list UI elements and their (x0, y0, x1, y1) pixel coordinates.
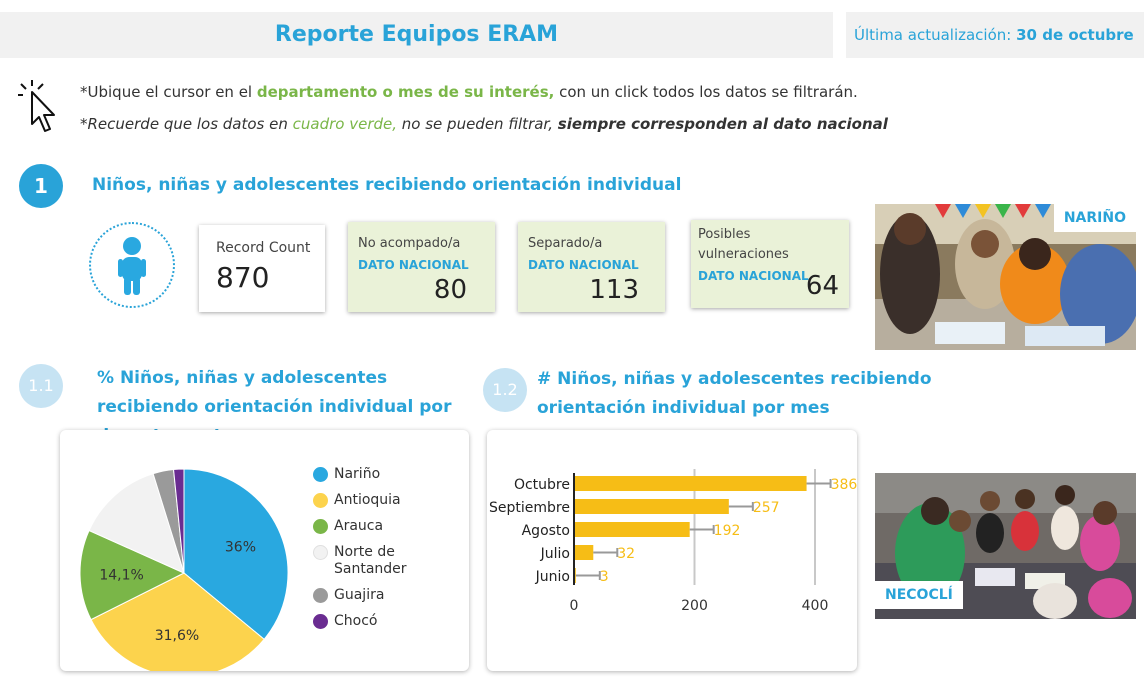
pie-legend: Nariño Antioquia Arauca Norte de Santander Gu… (313, 466, 407, 639)
legend-swatch (313, 588, 328, 603)
vulnerations-card: Posibles vulneraciones DATO NACIONAL 64 (691, 220, 849, 308)
bar-value-label: 386 (831, 477, 857, 493)
record-count-card[interactable]: Record Count 870 (199, 225, 325, 312)
page-title: Reporte Equipos ERAM (274, 22, 559, 47)
pie-slice-arauca[interactable] (79, 529, 186, 621)
last-update-date: 30 de octubre (1016, 26, 1134, 44)
pie-data-label: 31,6% (155, 628, 199, 644)
child-icon (118, 237, 146, 295)
vulnerations-label-line1: Posibles (698, 227, 751, 242)
legend-label: Santander (334, 561, 407, 577)
separated-card: Separado/a DATO NACIONAL 113 (518, 222, 665, 312)
pie-data-label: 14,1% (99, 567, 143, 583)
monthly-bar-chart[interactable]: 0 200 400 386 Octubre 257 Septiembre 192 Agosto 3… (487, 430, 857, 671)
section-1-number: 1 (19, 164, 63, 208)
unaccompanied-value: 80 (433, 275, 467, 305)
photo-narino: NARIÑO (875, 204, 1136, 350)
pie-slice-antioquia[interactable] (90, 572, 265, 671)
pie-data-label: 36% (225, 539, 256, 555)
photo-narino-label: NARIÑO (1053, 204, 1136, 232)
legend-swatch (313, 614, 328, 629)
legend-item[interactable]: Antioquia (313, 492, 407, 509)
section-1-1-number: 1.1 (19, 364, 63, 408)
legend-swatch (313, 493, 328, 508)
vulnerations-value: 64 (805, 271, 839, 301)
last-update-label: Última actualización: (854, 26, 1012, 44)
separated-label: Separado/a (528, 236, 603, 251)
x-tick-label: 400 (802, 598, 829, 614)
legend-label: Antioquia (334, 492, 401, 508)
section-1-2-title: # Niños, niñas y adolescentes recibiendo… (537, 369, 932, 418)
bar-chart-card (487, 430, 857, 671)
department-pie-chart[interactable]: 36% 31,6% 14,1% (60, 430, 480, 671)
national-data-label: DATO NACIONAL (698, 269, 809, 283)
pie-slice-chocó[interactable] (173, 468, 185, 574)
record-count-value: 870 (216, 261, 270, 294)
pie-slice-norte-de-santander[interactable] (88, 473, 185, 574)
separated-value: 113 (589, 275, 639, 305)
legend-item[interactable]: Norte de Santander (313, 544, 407, 578)
legend-label: Arauca (334, 518, 384, 534)
bar-julio[interactable] (574, 545, 594, 560)
bar-value-label: 257 (753, 500, 780, 516)
legend-label: Nariño (334, 466, 381, 482)
y-category-label[interactable]: Junio (535, 569, 570, 585)
x-tick-label: 0 (570, 598, 579, 614)
y-category-label[interactable]: Julio (540, 546, 570, 562)
x-tick-label: 200 (681, 598, 708, 614)
bar-value-label: 192 (714, 523, 741, 539)
child-icon-circle (89, 222, 175, 308)
click-cursor-icon (18, 80, 55, 132)
legend-swatch (313, 519, 328, 534)
instruction-line-1: *Ubique el cursor en el departamento o m… (80, 83, 858, 101)
national-data-label: DATO NACIONAL (528, 258, 639, 272)
y-category-label[interactable]: Agosto (522, 523, 570, 539)
bar-value-label: 32 (617, 546, 635, 562)
national-data-label: DATO NACIONAL (358, 258, 469, 272)
instruction-line-2: *Recuerde que los datos en cuadro verde,… (80, 115, 888, 133)
photo-narino-image (875, 204, 1136, 350)
y-category-label[interactable]: Octubre (514, 477, 570, 493)
photo-necocli-label: NECOCLÍ (875, 581, 963, 609)
legend-swatch (313, 467, 328, 482)
unaccompanied-card: No acompado/a DATO NACIONAL 80 (348, 222, 495, 312)
section-1-title: Niños, niñas y adolescentes recibiendo o… (92, 175, 682, 195)
legend-label: Guajira (334, 587, 385, 603)
section-1-2-number: 1.2 (483, 368, 527, 412)
vulnerations-label-line2: vulneraciones (698, 247, 789, 262)
y-category-label[interactable]: Septiembre (489, 500, 570, 516)
photo-necocli: NECOCLÍ (875, 473, 1136, 619)
legend-item[interactable]: Arauca (313, 518, 407, 535)
legend-label: Norte de (334, 544, 395, 560)
header-bar: Reporte Equipos ERAM (0, 12, 833, 58)
bar-septiembre[interactable] (574, 499, 729, 514)
legend-item[interactable]: Nariño (313, 466, 407, 483)
legend-swatch (313, 545, 328, 560)
legend-item[interactable]: Guajira (313, 587, 407, 604)
pie-slice-nariño[interactable] (183, 468, 289, 640)
legend-label: Chocó (334, 613, 378, 629)
legend-item[interactable]: Chocó (313, 613, 407, 630)
unaccompanied-label: No acompado/a (358, 236, 461, 251)
bar-octubre[interactable] (574, 476, 807, 491)
record-count-label: Record Count (216, 240, 311, 256)
bar-value-label: 3 (600, 569, 609, 585)
last-update: Última actualización: 30 de octubre (846, 12, 1144, 58)
bar-agosto[interactable] (574, 522, 690, 537)
